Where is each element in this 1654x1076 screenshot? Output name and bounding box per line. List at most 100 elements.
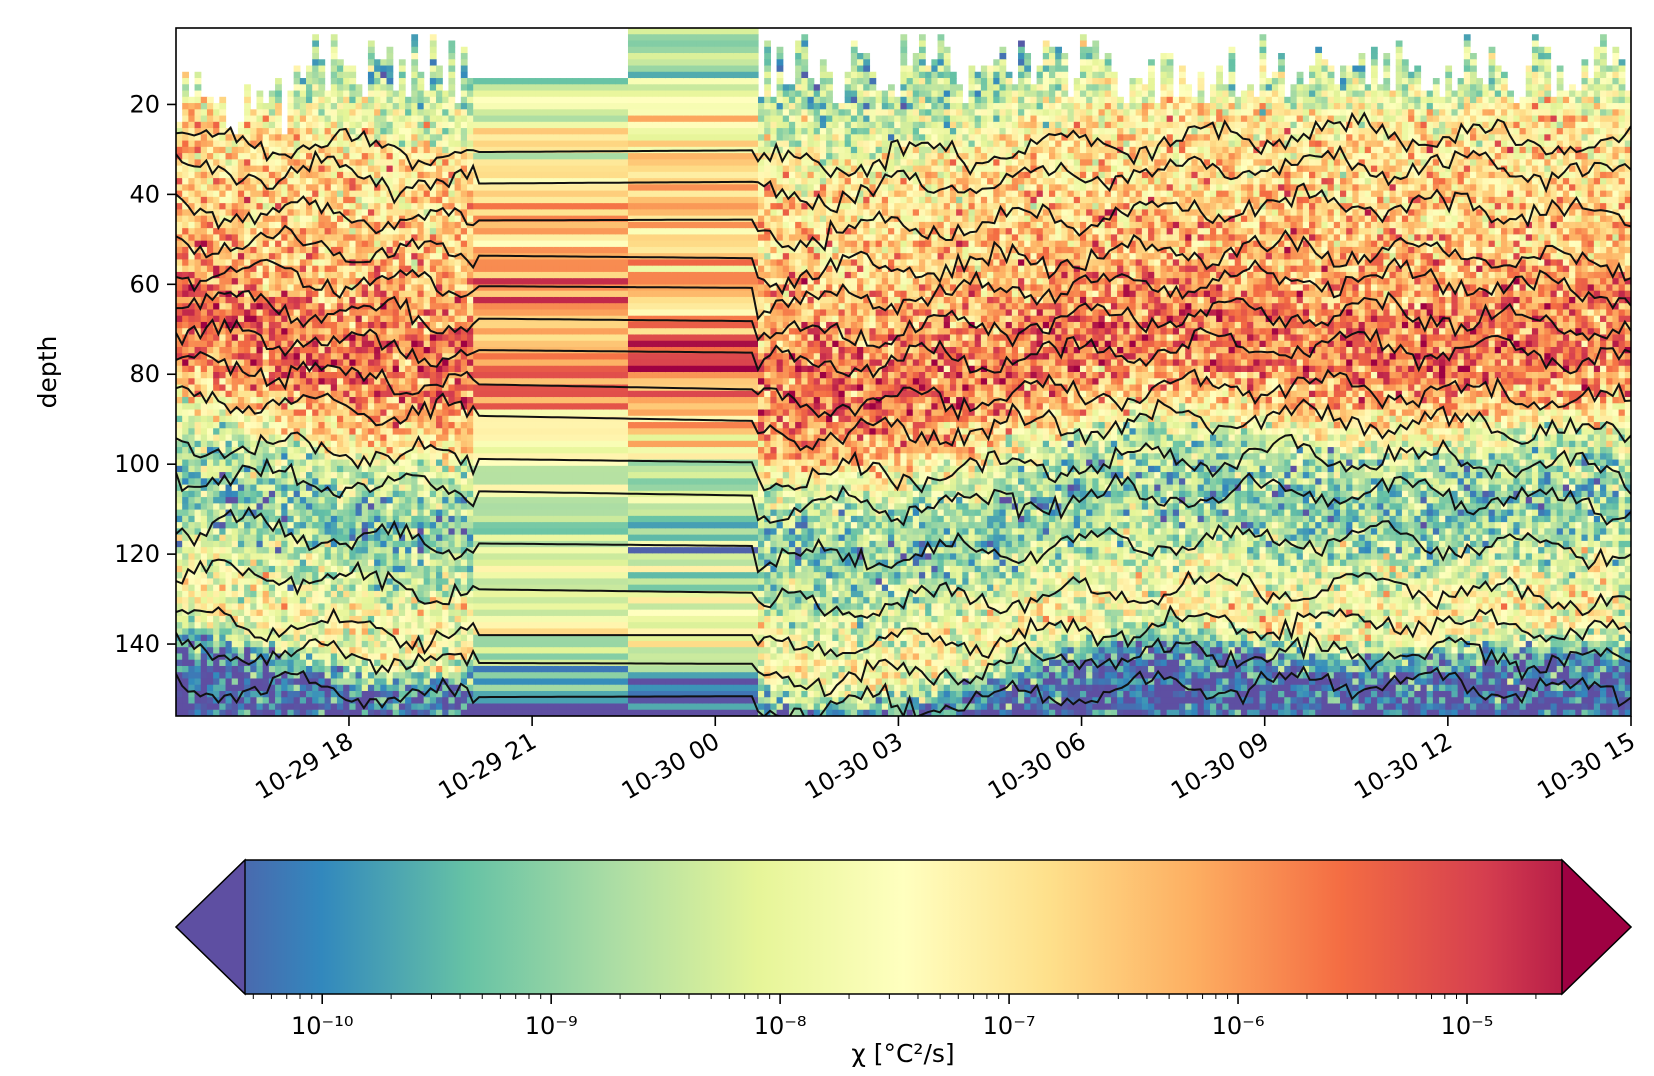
heatmap-cell <box>318 647 326 655</box>
heatmap-cell <box>442 271 450 279</box>
heatmap-cell <box>176 390 183 398</box>
heatmap-cell <box>231 490 239 498</box>
heatmap-cell <box>423 128 431 135</box>
heatmap-cell <box>367 503 375 511</box>
heatmap-column <box>293 65 301 716</box>
heatmap-cell <box>392 278 400 286</box>
heatmap-cell <box>392 134 400 142</box>
heatmap-cell <box>237 190 245 198</box>
heatmap-cell <box>231 503 239 511</box>
heatmap-cell <box>343 290 350 298</box>
heatmap-cell <box>225 472 233 479</box>
heatmap-cell <box>349 146 357 154</box>
heatmap-cell <box>200 321 208 329</box>
heatmap-cell <box>312 490 319 498</box>
heatmap-cell <box>318 390 326 398</box>
heatmap-cell <box>460 603 468 611</box>
heatmap-cell <box>343 597 350 605</box>
heatmap-cell <box>398 109 406 117</box>
heatmap-cell <box>386 503 394 511</box>
heatmap-cell <box>206 409 214 417</box>
heatmap-column <box>411 34 419 716</box>
heatmap-cell <box>219 153 227 160</box>
heatmap-cell <box>287 484 295 492</box>
heatmap-cell <box>206 597 214 605</box>
heatmap-cell <box>330 90 338 98</box>
heatmap-cell <box>330 321 338 329</box>
heatmap-cell <box>312 684 319 692</box>
heatmap-cell <box>392 284 400 292</box>
heatmap-cell <box>262 196 270 204</box>
heatmap-cell <box>200 597 208 605</box>
heatmap-cell <box>231 478 239 486</box>
heatmap-cell <box>405 378 412 386</box>
heatmap-cell <box>392 115 400 123</box>
heatmap-cell <box>262 553 270 561</box>
heatmap-cell <box>355 709 363 716</box>
heatmap-cell <box>194 209 202 217</box>
heatmap-cell <box>423 365 431 373</box>
heatmap-cell <box>318 659 326 667</box>
heatmap-cell <box>380 128 388 135</box>
heatmap-cell <box>324 253 332 261</box>
heatmap-cell <box>374 565 381 573</box>
heatmap-cell <box>250 190 258 198</box>
heatmap-cell <box>213 603 220 611</box>
heatmap-cell <box>330 159 338 167</box>
heatmap-cell <box>467 590 474 598</box>
heatmap-cell <box>429 515 437 523</box>
heatmap-cell <box>336 640 344 648</box>
heatmap-cell <box>219 559 227 567</box>
heatmap-cell <box>219 572 227 579</box>
heatmap-cell <box>442 121 450 129</box>
heatmap-cell <box>237 228 245 235</box>
heatmap-cell <box>225 640 233 648</box>
heatmap-cell <box>436 665 443 673</box>
heatmap-cell <box>442 309 450 317</box>
heatmap-cell <box>268 497 276 504</box>
heatmap-cell <box>268 140 276 148</box>
heatmap-cell <box>188 453 196 461</box>
heatmap-cell <box>225 409 233 417</box>
heatmap-cell <box>349 140 357 148</box>
heatmap-cell <box>206 221 214 229</box>
heatmap-cell <box>336 215 344 223</box>
heatmap-cell <box>405 484 412 492</box>
heatmap-cell <box>330 303 338 311</box>
heatmap-cell <box>275 221 282 229</box>
heatmap-cell <box>182 459 189 467</box>
heatmap-cell <box>417 228 425 235</box>
heatmap-cell <box>262 447 270 454</box>
heatmap-cell <box>318 515 326 523</box>
heatmap-cell <box>355 528 363 536</box>
heatmap-cell <box>330 409 338 417</box>
heatmap-cell <box>318 234 326 242</box>
heatmap-cell <box>417 453 425 461</box>
heatmap-cell <box>398 234 406 242</box>
heatmap-cell <box>460 709 468 716</box>
heatmap-cell <box>231 703 239 711</box>
heatmap-cell <box>380 309 388 317</box>
heatmap-cell <box>361 609 369 617</box>
heatmap-cell <box>312 647 319 655</box>
heatmap-cell <box>250 159 258 167</box>
heatmap-cell <box>392 484 400 492</box>
heatmap-cell <box>231 378 239 386</box>
heatmap-cell <box>244 209 251 217</box>
heatmap-cell <box>200 109 208 117</box>
heatmap-cell <box>398 509 406 517</box>
heatmap-cell <box>176 209 183 217</box>
heatmap-cell <box>355 659 363 667</box>
heatmap-cell <box>318 353 326 361</box>
heatmap-cell <box>367 240 375 248</box>
heatmap-cell <box>244 540 251 548</box>
heatmap-cell <box>454 190 462 198</box>
heatmap-cell <box>343 478 350 486</box>
heatmap-cell <box>398 703 406 711</box>
heatmap-cell <box>244 334 251 342</box>
heatmap-cell <box>355 634 363 642</box>
heatmap-cell <box>237 459 245 467</box>
heatmap-cell <box>256 447 264 454</box>
heatmap-cell <box>312 296 319 304</box>
heatmap-cell <box>281 234 289 242</box>
